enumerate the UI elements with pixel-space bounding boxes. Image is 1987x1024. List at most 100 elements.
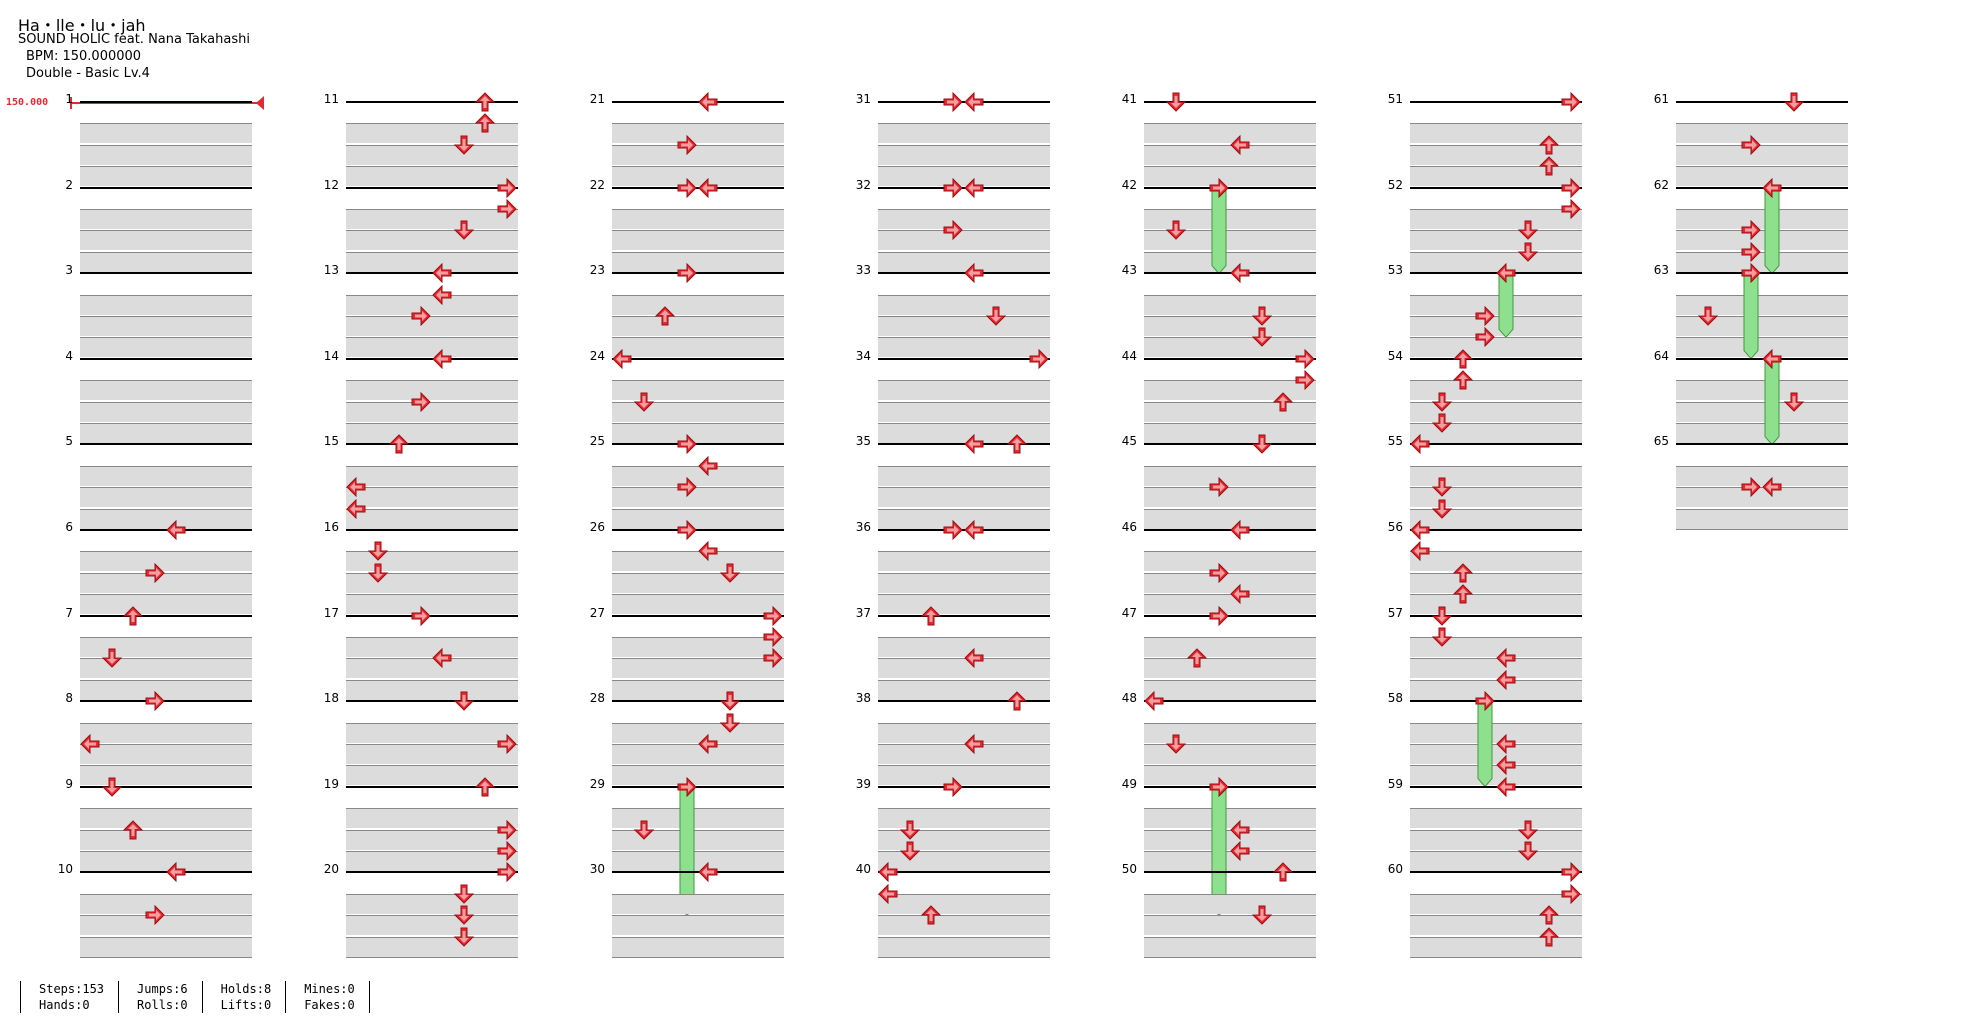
arrow-left-icon (964, 520, 984, 540)
beat-line (346, 679, 518, 681)
beat-line (1144, 551, 1316, 553)
measure-line (80, 357, 252, 360)
measure-line (1144, 614, 1316, 617)
lifts-count: Lifts:0 (220, 998, 272, 1012)
arrow-down-icon (1517, 242, 1538, 262)
measure-line (1144, 357, 1316, 360)
arrow-left-icon (1230, 520, 1250, 540)
beat-line (1144, 251, 1316, 253)
measure-line (80, 614, 252, 617)
beat-line (1410, 487, 1582, 489)
beat-line (1144, 209, 1316, 210)
beat-band (878, 808, 1050, 829)
beat-line (80, 765, 252, 767)
measure-line (1410, 357, 1582, 360)
beat-line (878, 123, 1050, 125)
beat-line (612, 316, 784, 317)
beat-band (612, 401, 784, 422)
arrow-right-icon (1741, 263, 1761, 284)
beat-band (1410, 572, 1582, 593)
measure-line (1410, 871, 1582, 874)
measure-line (612, 700, 784, 703)
hold-note (1762, 358, 1782, 446)
beat-band (346, 316, 518, 336)
beat-line (1410, 808, 1582, 810)
beat-band (612, 679, 784, 700)
steps-count: Steps:153 (39, 982, 105, 996)
beat-band (612, 316, 784, 336)
beat-line (1144, 915, 1316, 917)
beat-band (1144, 658, 1316, 679)
beat-line (612, 209, 784, 210)
beat-line (878, 209, 1050, 210)
arrow-down-icon (1431, 627, 1452, 647)
beat-band (1410, 765, 1582, 786)
arrow-left-icon (1410, 520, 1430, 540)
beat-band (346, 294, 518, 315)
beat-line (346, 765, 518, 767)
beat-line (1410, 251, 1582, 253)
hold-note (1475, 700, 1495, 788)
beat-band (1676, 144, 1848, 165)
beat-line (612, 765, 784, 767)
arrow-down-icon (985, 306, 1006, 326)
measure-number: 40 (855, 862, 871, 877)
arrow-up-icon (1453, 370, 1473, 390)
beat-band (1144, 829, 1316, 850)
jumps-count: Jumps:6 (137, 982, 188, 996)
arrow-left-icon (346, 498, 366, 519)
beat-band (80, 594, 252, 615)
measure-number: 44 (1121, 348, 1137, 363)
beat-line (878, 658, 1050, 660)
beat-line (346, 957, 518, 958)
arrow-right-icon (1561, 883, 1581, 904)
beat-line (1144, 829, 1316, 831)
measure-number: 59 (1387, 776, 1403, 791)
beat-band (346, 166, 518, 187)
arrow-right-icon (411, 306, 431, 326)
arrow-down-icon (453, 220, 474, 241)
beat-line (80, 851, 252, 852)
measure-line (80, 871, 252, 874)
measure-line (878, 186, 1050, 189)
beat-band (1144, 316, 1316, 336)
beat-line (878, 851, 1050, 852)
beat-line (1410, 893, 1582, 895)
beat-line (612, 851, 784, 852)
measure-number: 3 (65, 263, 73, 278)
beat-band (1144, 401, 1316, 422)
arrow-down-icon (899, 841, 920, 861)
beat-band (80, 380, 252, 401)
beat-line (80, 316, 252, 317)
beat-line (1676, 123, 1848, 125)
beat-band (612, 572, 784, 593)
measure-line (346, 443, 518, 446)
measure-line (1144, 700, 1316, 703)
measure-line (346, 614, 518, 617)
beat-line (878, 744, 1050, 745)
beat-band (1144, 551, 1316, 572)
bpm-change-line (70, 96, 264, 110)
beat-band (346, 765, 518, 786)
beat-band (346, 337, 518, 358)
beat-line (346, 594, 518, 596)
beat-line (1410, 508, 1582, 510)
beat-band (80, 744, 252, 764)
beat-line (1144, 423, 1316, 424)
beat-line (1144, 294, 1316, 296)
measure-number: 12 (323, 177, 339, 192)
beat-line (878, 572, 1050, 574)
beat-band (1144, 465, 1316, 486)
measure-line (1676, 443, 1848, 446)
beat-line (878, 915, 1050, 917)
measure-number: 51 (1387, 92, 1403, 106)
arrow-right-icon (677, 520, 697, 540)
beat-band (346, 893, 518, 914)
beat-line (346, 487, 518, 489)
arrow-left-icon (1762, 177, 1782, 198)
beat-line (612, 936, 784, 938)
measure-line (1144, 871, 1316, 874)
beat-band (878, 722, 1050, 743)
measure-line (1676, 186, 1848, 189)
beat-band (1676, 251, 1848, 272)
